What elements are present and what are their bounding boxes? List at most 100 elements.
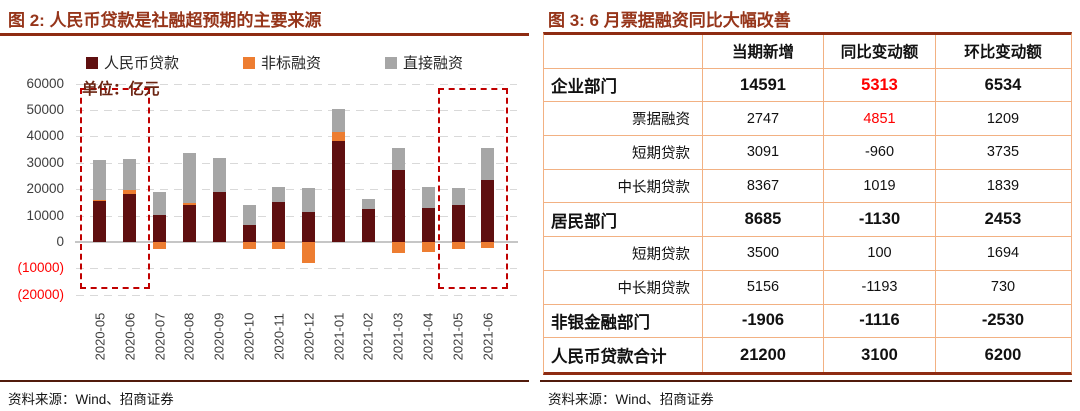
bar-segment-direct-financing [123, 158, 137, 191]
bar-segment-direct-financing [332, 109, 346, 133]
y-tick-label: 50000 [26, 102, 64, 117]
table-cell: 5313 [824, 68, 936, 102]
table-cell: 1209 [986, 110, 1020, 127]
table-cell: 1694 [986, 245, 1020, 262]
y-gridline [76, 110, 517, 112]
bar-segment-direct-financing [361, 198, 375, 209]
y-gridline [76, 83, 517, 86]
bar-segment-loans [242, 225, 256, 242]
bar-segment-loans [272, 202, 286, 242]
table-cell: -1116 [824, 304, 936, 338]
chart-canvas: (20000) (10000) 0 10000 20000 30000 40000 50000… [17, 76, 518, 361]
x-tick-label: 2020-09 [211, 312, 227, 361]
figure3-title: 图 3: 6 月票据融资同比大幅改善 [548, 11, 791, 30]
figure3-panel: 图 3: 6 月票据融资同比大幅改善 当期新增 同比变动额 环比变动额 企业部门 145… [540, 0, 1080, 411]
highlight-box [79, 88, 150, 289]
y-gridline [76, 294, 517, 297]
bar-segment-non-standard-financing [93, 200, 107, 202]
table-row-label: 非银金融部门 [544, 304, 703, 338]
y-gridline [76, 189, 517, 192]
bar-segment-direct-financing [153, 191, 166, 216]
bar-segment-non-standard-financing [391, 242, 405, 253]
figure2-title: 图 2: 人民币贷款是社融超预期的主要来源 [8, 11, 322, 30]
table-header-corner [544, 35, 703, 68]
table-cell: 8685 [703, 203, 824, 237]
table-header-row: 当期新增 同比变动额 环比变动额 [544, 35, 1071, 69]
table-cell: 2453 [984, 210, 1022, 229]
table-cell: 14591 [703, 68, 824, 102]
table-row: 人民币贷款合计 21200 3100 6200 [544, 338, 1071, 372]
bar-segment-direct-financing [421, 186, 435, 209]
table-row: 企业部门 14591 5313 6534 [544, 68, 1071, 103]
legend-swatch-loans [86, 56, 98, 69]
unit-label: 单位：亿元 [82, 81, 160, 98]
y-tick-label: 30000 [26, 154, 64, 170]
table-row: 非银金融部门 -1906 -1116 -2530 [544, 304, 1071, 339]
x-tick-label: 2021-06 [480, 312, 496, 361]
figure2-source: 资料来源：Wind、招商证券 [8, 392, 174, 407]
legend-label-non-standard-financing: 非标融资 [261, 55, 322, 72]
table-cell: 100 [824, 237, 936, 270]
table-row-label: 票据融资 [544, 102, 703, 136]
y-tick-label: 20000 [26, 181, 64, 197]
table-row-label: 中长期贷款 [544, 270, 703, 304]
table-row-label: 短期贷款 [544, 136, 703, 169]
bar-segment-loans [332, 141, 346, 242]
bar-segment-loans [421, 208, 435, 242]
table-cell: 3735 [986, 144, 1020, 161]
table-row-label: 短期贷款 [544, 237, 703, 270]
legend-item-loans: 人民币贷款 [86, 52, 179, 73]
table-cell: 1019 [824, 169, 936, 203]
y-tick-label: 40000 [26, 128, 64, 144]
table-row-label: 居民部门 [544, 203, 703, 237]
bar-segment-non-standard-financing [272, 242, 286, 250]
bar-segment-direct-financing [272, 186, 286, 203]
y-tick-label: (10000) [17, 260, 64, 276]
table-row-label: 人民币贷款合计 [544, 338, 703, 372]
figure3-source: 资料来源：Wind、招商证券 [548, 392, 714, 407]
bar-segment-loans [93, 201, 107, 242]
legend-swatch-direct-financing [385, 56, 398, 69]
table-cell: -1130 [824, 203, 936, 237]
bar-segment-non-standard-financing [123, 190, 137, 194]
table-cell: 1839 [986, 178, 1020, 195]
table-header-cell: 环比变动额 [964, 44, 1042, 62]
figure3-table: 当期新增 同比变动额 环比变动额 企业部门 14591 5313 6534 票据融资 2747 4… [543, 32, 1072, 375]
table-row: 短期贷款 3500 100 1694 [544, 237, 1071, 271]
table-cell: 3100 [824, 338, 936, 372]
x-tick-label: 2020-10 [241, 312, 257, 361]
bar-segment-non-standard-financing [302, 242, 316, 264]
bar-segment-direct-financing [212, 158, 226, 192]
bar-segment-direct-financing [481, 148, 495, 181]
bar-segment-non-standard-financing [332, 132, 346, 142]
bar-segment-direct-financing [451, 188, 465, 206]
table-row: 短期贷款 3091 -960 3735 [544, 136, 1071, 170]
table-row: 中长期贷款 8367 1019 1839 [544, 169, 1071, 204]
table-cell: -1193 [824, 270, 936, 304]
bar-segment-direct-financing [242, 204, 256, 226]
figure2-title-rule [0, 33, 529, 36]
x-tick-label: 2020-07 [152, 312, 167, 361]
x-tick-label: 2020-08 [181, 312, 197, 361]
table-cell: 730 [990, 279, 1016, 296]
bar-segment-loans [212, 191, 226, 242]
x-tick-label: 2021-05 [450, 312, 466, 361]
table-row-label: 企业部门 [544, 68, 703, 102]
legend-item-non-standard-financing: 非标融资 [243, 52, 321, 73]
x-tick-label: 2021-02 [360, 312, 376, 361]
x-tick-label: 2020-12 [301, 312, 317, 361]
y-gridline [76, 215, 517, 218]
y-gridline [76, 268, 517, 271]
bar-segment-direct-financing [93, 160, 107, 201]
bar-segment-direct-financing [391, 148, 405, 170]
bar-segment-loans [182, 205, 196, 242]
bar-segment-non-standard-financing [153, 242, 166, 250]
bar-segment-loans [481, 180, 495, 242]
bar-segment-loans [361, 209, 375, 242]
x-tick-label: 2021-04 [420, 312, 436, 361]
x-axis-zero-line [75, 241, 518, 244]
y-tick-label: 0 [56, 234, 64, 249]
table-header-cell: 当期新增 [703, 35, 824, 68]
bar-segment-loans [451, 205, 465, 242]
